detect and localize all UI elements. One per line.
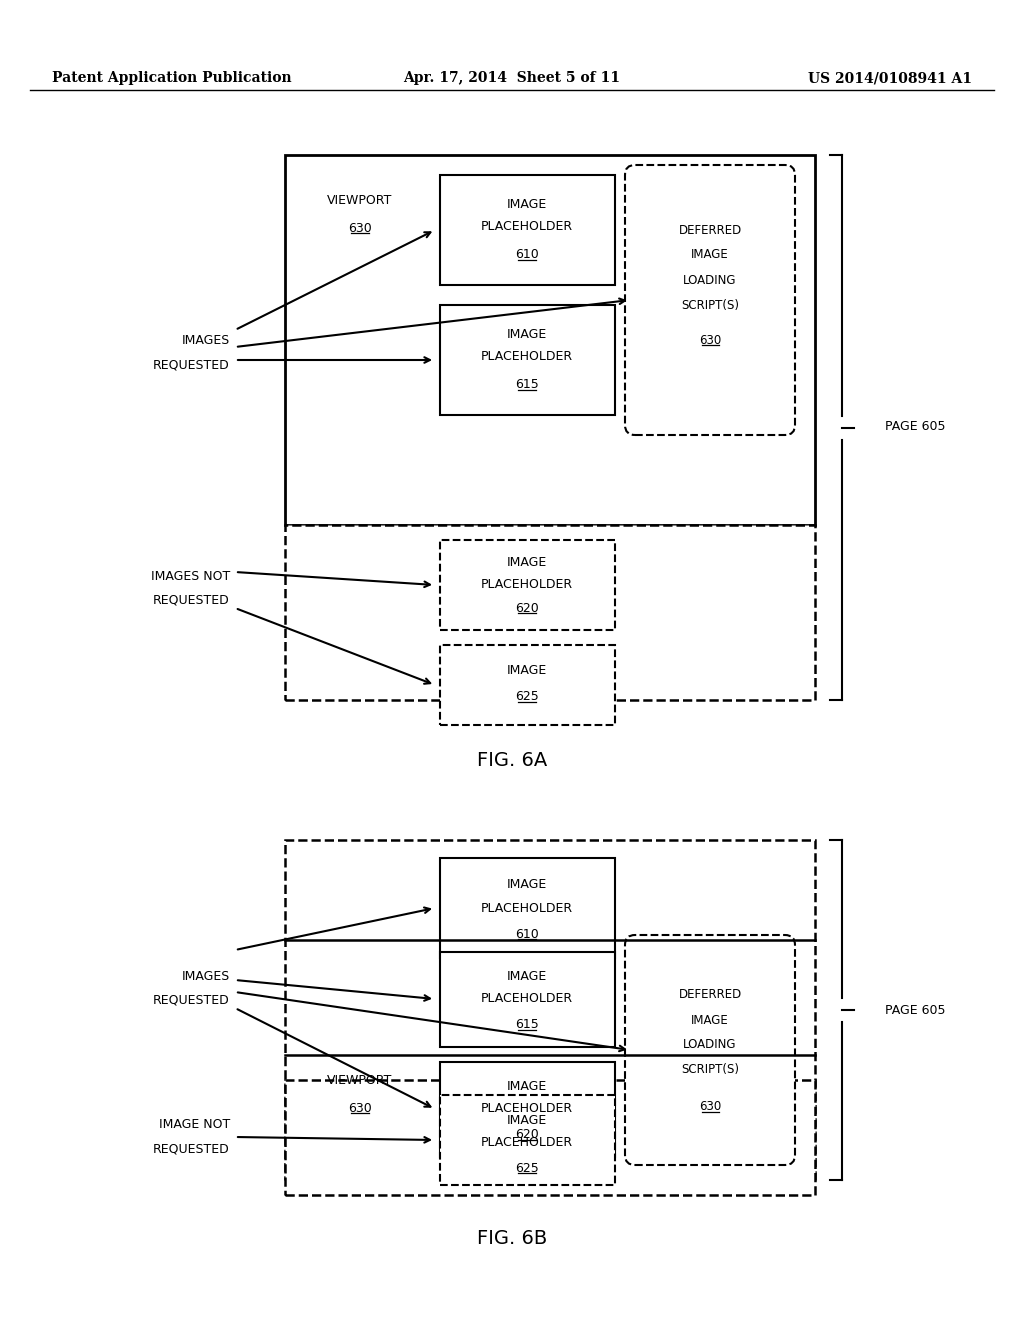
Bar — [285, 840, 815, 1180]
Bar — [440, 305, 615, 414]
Text: PLACEHOLDER: PLACEHOLDER — [481, 578, 573, 590]
FancyBboxPatch shape — [625, 165, 795, 436]
Text: IMAGE: IMAGE — [691, 248, 729, 261]
Text: REQUESTED: REQUESTED — [154, 594, 230, 606]
Text: DEFERRED: DEFERRED — [678, 223, 741, 236]
Text: IMAGE: IMAGE — [507, 970, 547, 983]
Text: PLACEHOLDER: PLACEHOLDER — [481, 1102, 573, 1115]
Text: 620: 620 — [515, 1129, 539, 1142]
Text: PLACEHOLDER: PLACEHOLDER — [481, 1135, 573, 1148]
Text: PLACEHOLDER: PLACEHOLDER — [481, 902, 573, 915]
Text: 625: 625 — [515, 690, 539, 704]
FancyBboxPatch shape — [625, 935, 795, 1166]
Text: REQUESTED: REQUESTED — [154, 359, 230, 371]
Text: LOADING: LOADING — [683, 273, 736, 286]
Text: VIEWPORT: VIEWPORT — [328, 1073, 392, 1086]
Text: 630: 630 — [348, 222, 372, 235]
Bar — [285, 154, 815, 525]
Bar — [440, 645, 615, 725]
Text: IMAGES NOT: IMAGES NOT — [151, 569, 230, 582]
Bar — [285, 1080, 815, 1195]
Text: Patent Application Publication: Patent Application Publication — [52, 71, 292, 84]
Text: 630: 630 — [698, 1101, 721, 1114]
Text: 610: 610 — [515, 928, 539, 940]
Text: SCRIPT(S): SCRIPT(S) — [681, 1064, 739, 1077]
Text: PAGE 605: PAGE 605 — [885, 421, 945, 433]
Text: IMAGE: IMAGE — [507, 329, 547, 342]
Text: 620: 620 — [515, 602, 539, 615]
Text: IMAGE NOT: IMAGE NOT — [159, 1118, 230, 1131]
Bar — [440, 1063, 615, 1158]
Bar — [440, 1096, 615, 1185]
Text: FIG. 6B: FIG. 6B — [477, 1229, 547, 1247]
Bar — [440, 176, 615, 285]
Text: LOADING: LOADING — [683, 1039, 736, 1052]
Text: REQUESTED: REQUESTED — [154, 1143, 230, 1155]
Text: 615: 615 — [515, 1019, 539, 1031]
Text: Apr. 17, 2014  Sheet 5 of 11: Apr. 17, 2014 Sheet 5 of 11 — [403, 71, 621, 84]
Bar — [440, 540, 615, 630]
Text: IMAGE: IMAGE — [507, 557, 547, 569]
Text: 630: 630 — [698, 334, 721, 346]
Text: DEFERRED: DEFERRED — [678, 989, 741, 1002]
Text: IMAGE: IMAGE — [691, 1014, 729, 1027]
Text: VIEWPORT: VIEWPORT — [328, 194, 392, 206]
Text: IMAGE: IMAGE — [507, 664, 547, 676]
Text: PLACEHOLDER: PLACEHOLDER — [481, 351, 573, 363]
Bar — [285, 525, 815, 700]
Text: 630: 630 — [348, 1101, 372, 1114]
Text: PLACEHOLDER: PLACEHOLDER — [481, 220, 573, 234]
Text: SCRIPT(S): SCRIPT(S) — [681, 298, 739, 312]
Text: PAGE 605: PAGE 605 — [885, 1003, 945, 1016]
Text: IMAGE: IMAGE — [507, 1114, 547, 1126]
Bar — [440, 952, 615, 1047]
Text: PLACEHOLDER: PLACEHOLDER — [481, 993, 573, 1006]
Text: 610: 610 — [515, 248, 539, 261]
Text: IMAGES: IMAGES — [181, 334, 230, 347]
Bar — [440, 858, 615, 958]
Text: 615: 615 — [515, 379, 539, 392]
Text: FIG. 6A: FIG. 6A — [477, 751, 547, 770]
Text: IMAGE: IMAGE — [507, 879, 547, 891]
Text: REQUESTED: REQUESTED — [154, 994, 230, 1006]
Text: IMAGE: IMAGE — [507, 1081, 547, 1093]
Text: IMAGES: IMAGES — [181, 969, 230, 982]
Text: IMAGE: IMAGE — [507, 198, 547, 211]
Text: 625: 625 — [515, 1162, 539, 1175]
Text: US 2014/0108941 A1: US 2014/0108941 A1 — [808, 71, 972, 84]
